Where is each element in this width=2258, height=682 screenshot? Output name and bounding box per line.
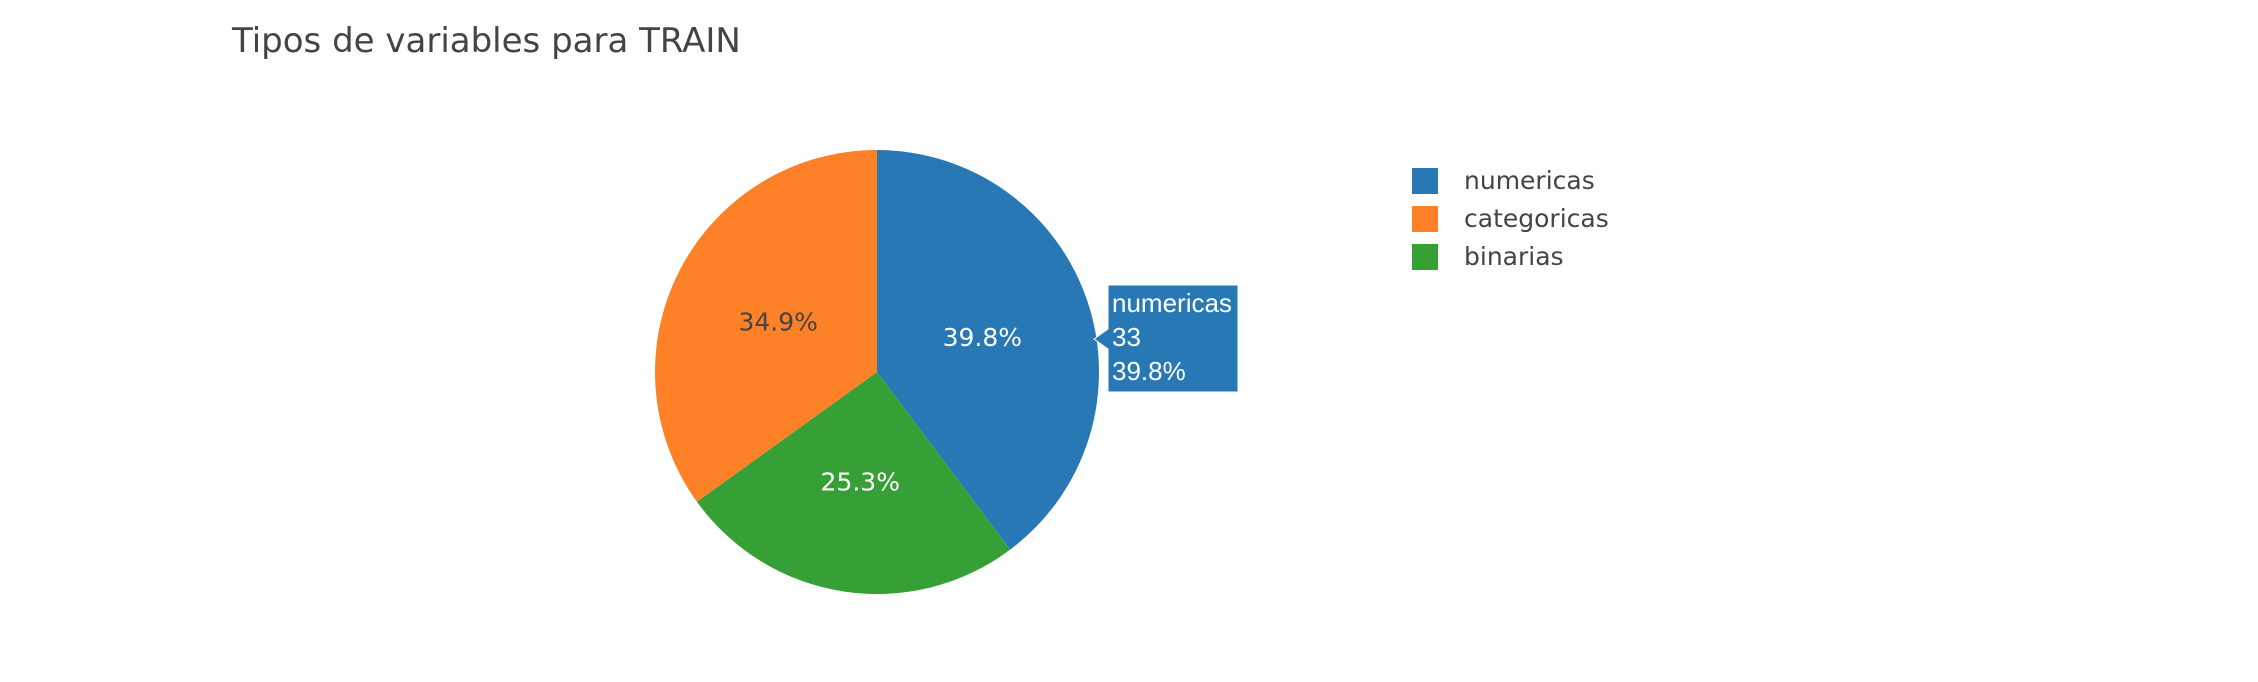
- hover-tooltip-line: 39.8%: [1112, 356, 1186, 386]
- pie-slice-categoricas[interactable]: [655, 150, 877, 502]
- hover-tooltip-line: numericas: [1112, 288, 1232, 318]
- pie-slice-label-binarias: 25.3%: [821, 468, 900, 497]
- pie-slices: [655, 150, 1099, 594]
- legend-swatch-binarias[interactable]: [1412, 244, 1438, 270]
- legend-label-categoricas[interactable]: categoricas: [1464, 204, 1609, 233]
- pie-slice-numericas[interactable]: [877, 150, 1099, 550]
- hover-tooltip-box: [1093, 284, 1239, 393]
- pie-slice-binarias[interactable]: [696, 372, 1011, 594]
- legend-swatch-numericas[interactable]: [1412, 168, 1438, 194]
- chart-title: Tipos de variables para TRAIN: [231, 21, 741, 61]
- hover-tooltip-line: 33: [1112, 322, 1141, 352]
- hover-tooltip: numericas 33 39.8%: [1093, 284, 1239, 393]
- pie-slice-labels: 39.8% 25.3% 34.9%: [738, 307, 1022, 496]
- legend-swatch-categoricas[interactable]: [1412, 206, 1438, 232]
- pie-slice-label-numericas: 39.8%: [943, 323, 1022, 352]
- legend-label-numericas[interactable]: numericas: [1464, 166, 1595, 195]
- legend-label-binarias[interactable]: binarias: [1464, 242, 1564, 271]
- legend: numericas categoricas binarias: [1412, 166, 1609, 271]
- pie-slice-label-categoricas: 34.9%: [738, 307, 817, 336]
